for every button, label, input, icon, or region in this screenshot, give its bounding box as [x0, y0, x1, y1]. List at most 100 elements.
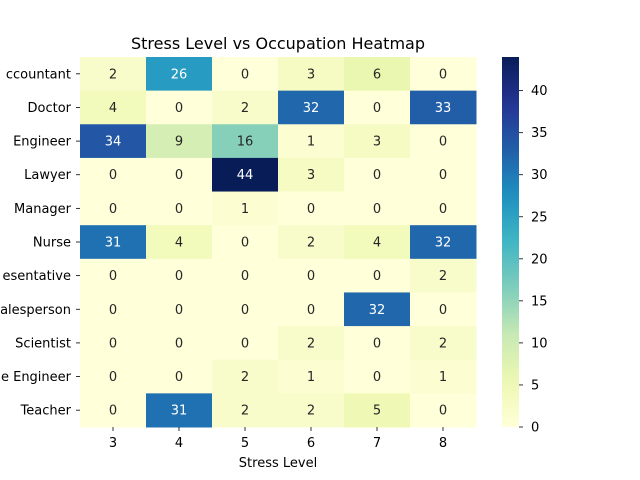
cell-annotation: 0 [439, 303, 447, 318]
heatmap-cell [278, 393, 345, 428]
x-tick-label: 4 [175, 436, 183, 451]
heatmap-cell [278, 157, 345, 193]
cell-annotation: 0 [109, 269, 117, 284]
cell-annotation: 4 [373, 236, 381, 251]
colorbar-tick-label: 40 [531, 84, 548, 99]
heatmap-cell [146, 393, 213, 428]
heatmap-cell [212, 393, 279, 428]
cell-annotation: 34 [105, 135, 122, 150]
y-tick-label: esentative [3, 269, 71, 284]
heatmap-cell [146, 258, 213, 293]
heatmap-cell [278, 292, 345, 327]
cell-annotation: 0 [307, 303, 315, 318]
x-tick-label: 6 [307, 436, 315, 451]
heatmap-cell [212, 124, 279, 159]
heatmap-cell [344, 90, 411, 125]
cell-annotation: 2 [439, 269, 447, 284]
heatmap-cell [410, 90, 477, 125]
heatmap-cell [80, 157, 147, 193]
heatmap-cell [80, 124, 147, 159]
heatmap-cell [146, 292, 213, 327]
cell-annotation: 0 [175, 168, 183, 183]
cell-annotation: 0 [373, 336, 381, 351]
heatmap-cell [410, 191, 477, 226]
heatmap-cell [410, 292, 477, 327]
heatmap-cell [344, 393, 411, 428]
cell-annotation: 0 [439, 202, 447, 217]
cell-annotation: 16 [237, 135, 254, 150]
heatmap-cell [212, 292, 279, 327]
heatmap-cell [80, 393, 147, 428]
heatmap-cell [344, 359, 411, 394]
heatmap-cell [80, 57, 147, 92]
heatmap-cell [146, 359, 213, 394]
heatmap-cell [212, 225, 279, 260]
cell-annotation: 3 [307, 67, 315, 82]
heatmap-cell [344, 57, 411, 92]
cell-annotation: 44 [237, 168, 254, 183]
heatmap-cell [212, 258, 279, 293]
cell-annotation: 2 [109, 67, 117, 82]
colorbar-tick-label: 25 [531, 210, 548, 225]
heatmap-cell [410, 124, 477, 159]
heatmap-cell [278, 124, 345, 159]
cell-annotation: 0 [109, 303, 117, 318]
heatmap-cell [80, 191, 147, 226]
x-axis-label: Stress Level [239, 456, 317, 471]
colorbar-tick-label: 0 [531, 421, 539, 436]
x-tick-label: 5 [241, 436, 249, 451]
heatmap-cell [212, 57, 279, 92]
cell-annotation: 2 [439, 336, 447, 351]
cell-annotation: 0 [439, 135, 447, 150]
cell-annotation: 0 [373, 101, 381, 116]
cell-annotation: 0 [175, 303, 183, 318]
cell-annotation: 0 [439, 404, 447, 419]
heatmap-cell [344, 326, 411, 361]
cell-annotation: 4 [175, 236, 183, 251]
cell-annotation: 31 [171, 404, 188, 419]
heatmap-cell [278, 258, 345, 293]
y-tick-label: Nurse [33, 236, 71, 251]
cell-annotation: 2 [307, 236, 315, 251]
cell-annotation: 0 [373, 168, 381, 183]
heatmap-cell [344, 157, 411, 193]
cell-annotation: 0 [241, 236, 249, 251]
cell-annotation: 0 [307, 269, 315, 284]
heatmap-cell [278, 225, 345, 260]
cell-annotation: 4 [109, 101, 117, 116]
cell-annotation: 0 [175, 202, 183, 217]
x-tick-labels: 3 4 5 6 7 8 [109, 427, 447, 451]
cell-annotation: 0 [109, 370, 117, 385]
colorbar-tick-label: 15 [531, 294, 548, 309]
heatmap-cell [212, 326, 279, 361]
cell-annotation: 0 [439, 67, 447, 82]
heatmap-cell [278, 326, 345, 361]
heatmap-cell [344, 292, 411, 327]
cell-annotation: 0 [373, 202, 381, 217]
cell-annotation: 0 [439, 168, 447, 183]
heatmap-cell [344, 124, 411, 159]
y-tick-label: alesperson [0, 303, 71, 318]
cell-annotation: 5 [373, 404, 381, 419]
heatmap-cell [410, 57, 477, 92]
y-tick-label: e Engineer [1, 370, 72, 385]
cell-annotation: 0 [175, 370, 183, 385]
cell-annotation: 0 [241, 67, 249, 82]
heatmap-cell [344, 225, 411, 260]
cell-annotation: 0 [175, 101, 183, 116]
y-tick-label: Doctor [27, 101, 71, 116]
cell-annotation: 32 [303, 101, 320, 116]
colorbar-tick-label: 10 [531, 336, 548, 351]
colorbar-ticks: 0 5 10 15 20 25 30 35 40 [519, 84, 548, 436]
cell-annotation: 0 [241, 336, 249, 351]
cell-annotation: 2 [307, 404, 315, 419]
heatmap-cell [146, 157, 213, 193]
cell-annotation: 3 [307, 168, 315, 183]
cell-annotation: 1 [307, 370, 315, 385]
heatmap-cell [212, 90, 279, 125]
heatmap-cell [146, 326, 213, 361]
colorbar-tick-label: 20 [531, 252, 548, 267]
cell-annotation: 31 [105, 236, 122, 251]
colorbar [502, 57, 519, 427]
